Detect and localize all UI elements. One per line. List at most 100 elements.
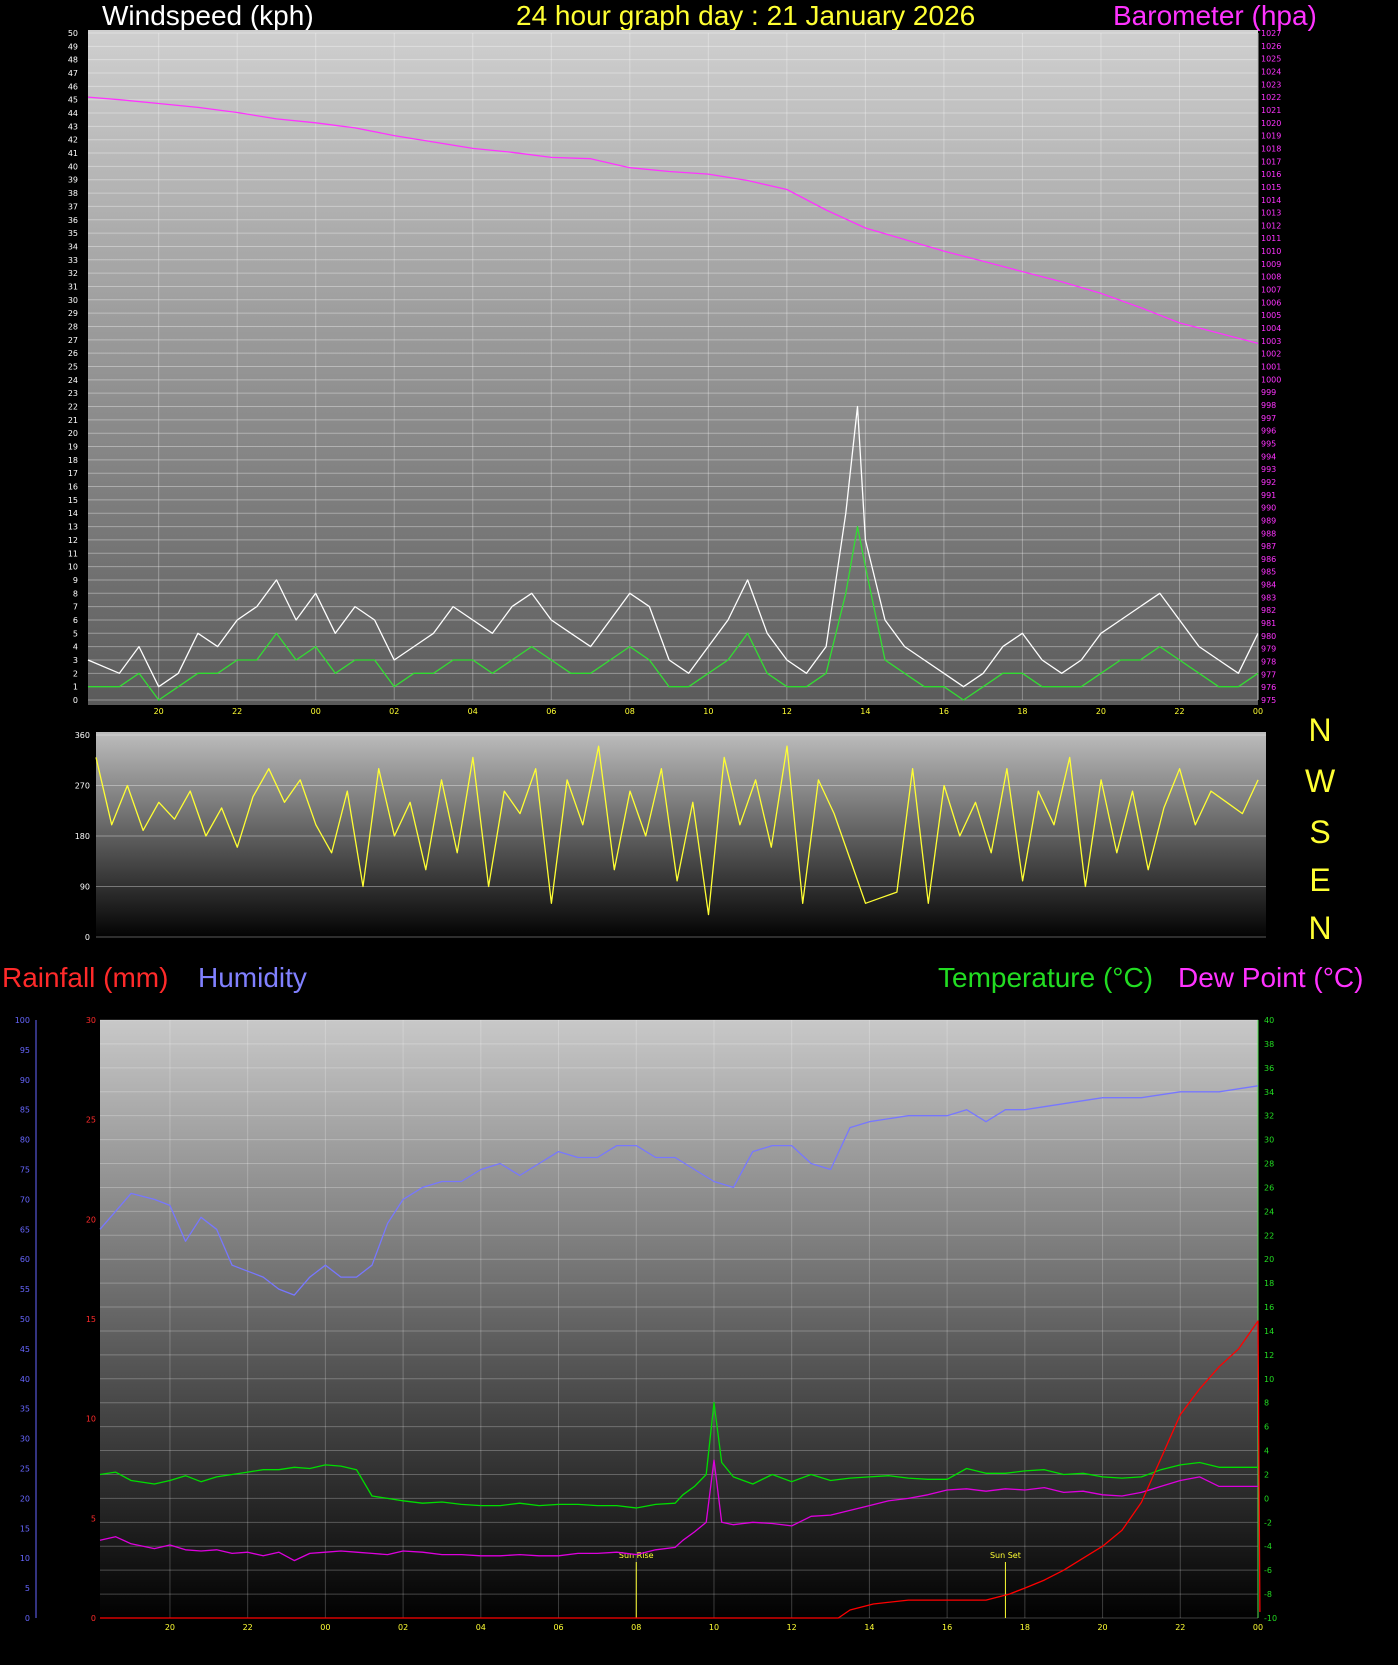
windspeed-header: Windspeed (kph) [102,0,314,31]
wind-y-tick-label: 29 [68,309,78,318]
wind-y-tick-label: 28 [68,322,78,331]
baro-y-tick-label: 981 [1261,619,1276,628]
rain-x-tick-label: 08 [631,1623,641,1632]
windspeed-series-line [87,405,1259,688]
humidity-y-tick-label: 85 [20,1106,30,1115]
wind-y-tick-label: 33 [68,256,78,265]
wind-y-tick-label: 31 [68,282,78,291]
wind-x-tick-label: 22 [1174,707,1184,716]
barometer-header: Barometer (hpa) [1113,0,1317,31]
baro-y-tick-label: 1015 [1261,183,1281,192]
temp-y-tick-label: 26 [1264,1183,1274,1192]
humidity-y-tick-label: 0 [25,1614,30,1623]
wind-y-tick-label: 39 [68,176,78,185]
temp-y-tick-label: 16 [1264,1303,1274,1312]
baro-y-tick-label: 991 [1261,491,1276,500]
wind-y-tick-label: 25 [68,363,78,372]
humidity-y-tick-label: 50 [20,1315,30,1324]
temp-y-tick-label: 20 [1264,1255,1274,1264]
temp-y-tick-label: 24 [1264,1207,1274,1216]
temperature-series-line [99,1402,1258,1509]
wind-y-tick-label: 35 [68,229,78,238]
compass-label-n-bottom: N [1308,910,1332,946]
humidity-y-tick-label: 100 [15,1016,30,1025]
baro-y-tick-label: 1027 [1261,29,1281,38]
direction-y-tick-label: 0 [85,933,90,942]
wind-x-tick-label: 00 [1253,707,1263,716]
rain-y-tick-label: 30 [86,1016,96,1025]
humidity-y-tick-label: 60 [20,1255,30,1264]
wind-y-tick-label: 48 [68,56,78,65]
baro-y-tick-label: 1016 [1261,170,1281,179]
wind-y-tick-label: 2 [73,669,78,678]
baro-y-tick-label: 979 [1261,645,1276,654]
wind-y-tick-label: 44 [68,109,78,118]
wind-x-tick-label: 04 [468,707,478,716]
baro-y-tick-label: 993 [1261,465,1276,474]
temp-y-tick-label: 14 [1264,1327,1274,1336]
baro-y-tick-label: 1019 [1261,132,1281,141]
temp-y-tick-label: 0 [1264,1494,1269,1503]
wind-y-tick-label: 23 [68,389,78,398]
wind-y-tick-label: 4 [73,643,78,652]
wind-x-tick-label: 16 [939,707,949,716]
baro-y-tick-label: 982 [1261,606,1276,615]
wind-x-tick-label: 18 [1017,707,1027,716]
dewpoint-series-line [99,1459,1258,1562]
baro-y-tick-label: 1006 [1261,298,1281,307]
humidity-y-tick-label: 55 [20,1285,30,1294]
rain-x-tick-label: 22 [243,1623,253,1632]
humidity-y-tick-label: 20 [20,1494,30,1503]
baro-y-tick-label: 1020 [1261,119,1281,128]
wind-y-tick-label: 50 [68,29,78,38]
wind-y-tick-label: 24 [68,376,78,385]
wind-y-tick-label: 38 [68,189,78,198]
wind-y-tick-label: 20 [68,429,78,438]
wind-y-tick-label: 16 [68,483,78,492]
baro-y-tick-label: 975 [1261,696,1276,705]
temp-y-tick-label: 2 [1264,1470,1269,1479]
temp-y-tick-label: 18 [1264,1279,1274,1288]
baro-y-tick-label: 995 [1261,439,1276,448]
baro-y-tick-label: 989 [1261,516,1276,525]
wind-x-tick-label: 06 [546,707,556,716]
baro-y-tick-label: 996 [1261,427,1276,436]
direction-y-tick-label: 270 [75,782,90,791]
temp-y-tick-label: -10 [1264,1614,1277,1623]
humidity-y-tick-label: 70 [20,1195,30,1204]
baro-y-tick-label: 1008 [1261,273,1281,282]
rain-y-tick-label: 10 [86,1415,96,1424]
temp-y-tick-label: 30 [1264,1136,1274,1145]
baro-y-tick-label: 983 [1261,593,1276,602]
wind-x-tick-label: 14 [860,707,870,716]
wind-y-tick-label: 5 [73,629,78,638]
wind-y-tick-label: 0 [73,696,78,705]
humidity-y-tick-label: 15 [20,1524,30,1533]
temp-y-tick-label: -2 [1264,1518,1272,1527]
humidity-header: Humidity [198,962,307,993]
rain-x-tick-label: 14 [864,1623,874,1632]
rain-x-tick-label: 02 [398,1623,408,1632]
wind-x-tick-label: 20 [1096,707,1106,716]
temp-y-tick-label: 38 [1264,1040,1274,1049]
direction-y-tick-label: 90 [80,883,90,892]
baro-y-tick-label: 1022 [1261,93,1281,102]
baro-y-tick-label: 1017 [1261,157,1281,166]
rainfall-header: Rainfall (mm) [2,962,169,993]
humidity-y-tick-label: 75 [20,1166,30,1175]
rain-x-tick-label: 18 [1020,1623,1030,1632]
wind-y-tick-label: 9 [73,576,78,585]
wind-x-tick-label: 02 [389,707,399,716]
baro-y-tick-label: 1011 [1261,234,1281,243]
temp-y-tick-label: 34 [1264,1088,1274,1097]
wind-y-tick-label: 46 [68,82,78,91]
baro-y-tick-label: 1004 [1261,324,1281,333]
baro-y-tick-label: 980 [1261,632,1276,641]
compass-label-w: W [1305,763,1336,799]
humidity-y-tick-label: 45 [20,1345,30,1354]
temp-y-tick-label: 36 [1264,1064,1274,1073]
temp-y-tick-label: 8 [1264,1399,1269,1408]
compass-label-s: S [1309,814,1331,850]
wind-y-tick-label: 32 [68,269,78,278]
baro-y-tick-label: 998 [1261,401,1276,410]
